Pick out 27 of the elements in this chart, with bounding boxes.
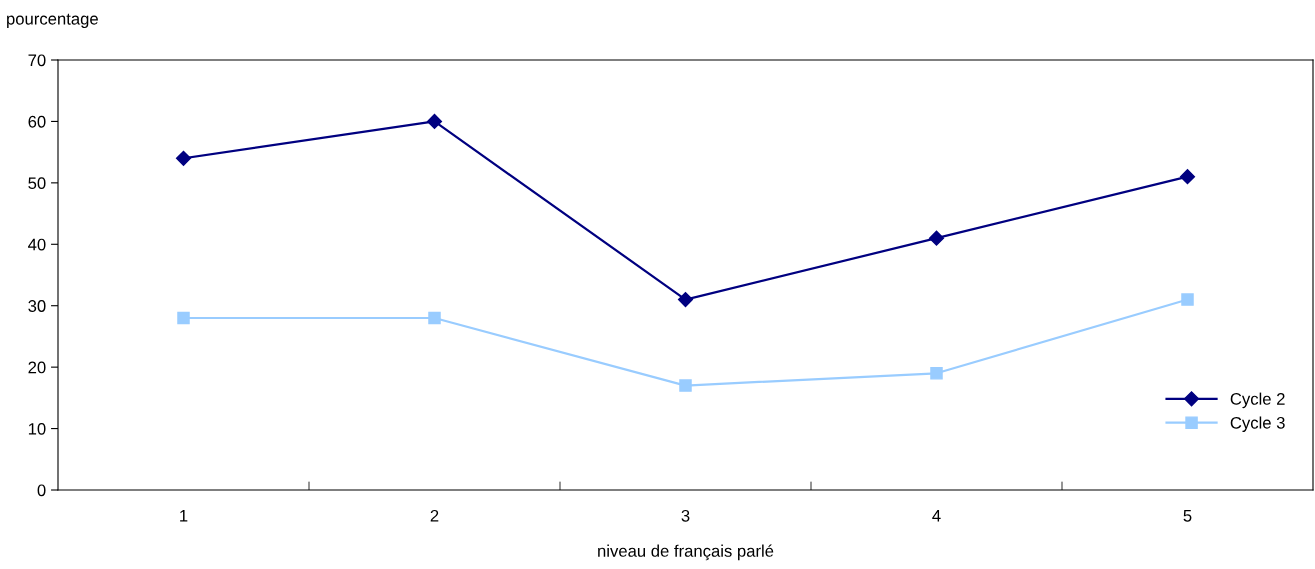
x-tick-label: 1 — [180, 510, 188, 522]
x-tick-label: 2 — [430, 509, 439, 522]
legend-label: Cycle 3 — [1230, 416, 1285, 432]
point — [930, 367, 943, 380]
y-tick-label: 10 — [28, 422, 46, 435]
legend-label: Cycle 2 — [1230, 392, 1285, 409]
x-tick-label: 3 — [681, 509, 690, 522]
y-tick-label: 40 — [28, 238, 46, 251]
x-tick-label: 4 — [932, 510, 941, 522]
y-tick-label: 60 — [28, 115, 46, 128]
y-tick-label: 0 — [37, 484, 46, 497]
point — [679, 379, 692, 392]
point — [1181, 293, 1194, 306]
y-tick-label: 70 — [28, 54, 46, 67]
y-tick-label: 20 — [28, 361, 46, 374]
y-axis-title: pourcentage — [7, 13, 98, 28]
x-tick-label: 5 — [1183, 510, 1192, 522]
point — [677, 292, 694, 308]
point — [928, 230, 945, 246]
y-tick-label: 50 — [28, 177, 46, 190]
point — [428, 311, 441, 325]
point — [177, 311, 190, 325]
x-axis-title: niveau de français parlé — [598, 544, 774, 561]
point — [175, 150, 192, 166]
y-tick-label: 30 — [28, 300, 46, 312]
point — [426, 113, 443, 129]
point — [1179, 169, 1196, 185]
